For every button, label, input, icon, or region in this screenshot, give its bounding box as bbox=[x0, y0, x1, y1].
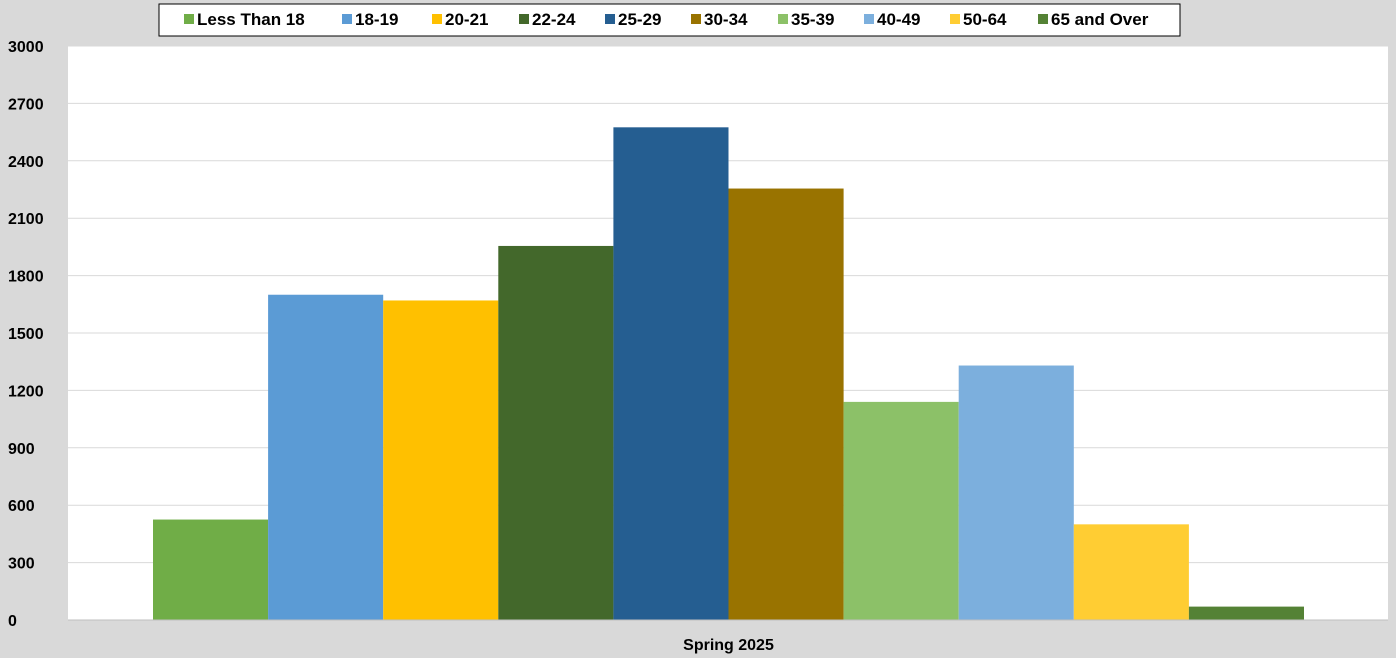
y-tick-label: 900 bbox=[8, 441, 35, 458]
legend-marker bbox=[1038, 14, 1048, 24]
legend-marker bbox=[342, 14, 352, 24]
legend-marker bbox=[605, 14, 615, 24]
legend-label: 40-49 bbox=[877, 10, 920, 29]
bar-35-39 bbox=[843, 401, 959, 620]
y-tick-label: 0 bbox=[8, 613, 17, 630]
y-tick-label: 1800 bbox=[8, 269, 44, 286]
bar-25-29 bbox=[613, 127, 729, 621]
bar-30-34 bbox=[728, 188, 844, 620]
legend-label: 25-29 bbox=[618, 10, 661, 29]
y-tick-label: 2700 bbox=[8, 96, 44, 113]
bars bbox=[153, 127, 1304, 621]
x-category-label: Spring 2025 bbox=[683, 637, 774, 654]
legend-label: 18-19 bbox=[355, 10, 398, 29]
y-tick-label: 300 bbox=[8, 556, 35, 573]
legend-label: 30-34 bbox=[704, 10, 748, 29]
legend-marker bbox=[184, 14, 194, 24]
bar-18-19 bbox=[268, 294, 384, 620]
y-tick-label: 2400 bbox=[8, 154, 44, 171]
legend-label: 20-21 bbox=[445, 10, 488, 29]
legend-marker bbox=[950, 14, 960, 24]
legend-marker bbox=[778, 14, 788, 24]
legend-marker bbox=[432, 14, 442, 24]
legend-marker bbox=[864, 14, 874, 24]
legend-label: 65 and Over bbox=[1051, 10, 1149, 29]
y-tick-label: 600 bbox=[8, 498, 35, 515]
y-tick-label: 2100 bbox=[8, 211, 44, 228]
bar-40-49 bbox=[958, 365, 1074, 620]
bar-50-64 bbox=[1073, 524, 1189, 620]
bar-65-and-over bbox=[1188, 606, 1304, 620]
bar-20-21 bbox=[383, 300, 499, 620]
bar-less-than-18 bbox=[153, 519, 269, 620]
legend-label: 50-64 bbox=[963, 10, 1007, 29]
bar-22-24 bbox=[498, 245, 614, 620]
x-axis: Spring 2025 bbox=[68, 619, 1388, 654]
legend-marker bbox=[691, 14, 701, 24]
y-tick-label: 1500 bbox=[8, 326, 44, 343]
legend-label: Less Than 18 bbox=[197, 10, 305, 29]
legend-marker bbox=[519, 14, 529, 24]
y-axis: 0 300 600 900 1200 1500 1800 2100 2400 2700 3000 bbox=[8, 39, 44, 630]
legend-label: 22-24 bbox=[532, 10, 576, 29]
y-tick-label: 1200 bbox=[8, 383, 44, 400]
legend-label: 35-39 bbox=[791, 10, 834, 29]
legend-box bbox=[158, 3, 1181, 37]
y-tick-label: 3000 bbox=[8, 39, 44, 56]
legend: Less Than 18 18-19 20-21 22-24 25-29 30-34 35-… bbox=[158, 3, 1181, 37]
